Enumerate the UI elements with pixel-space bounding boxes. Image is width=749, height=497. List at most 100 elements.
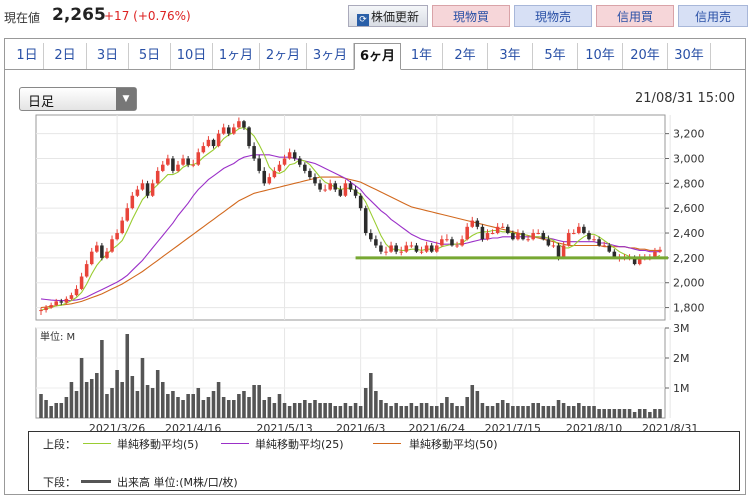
volume-bar (495, 403, 500, 418)
candle-body (150, 183, 155, 196)
volume-bar (292, 403, 297, 418)
candle-body (252, 146, 256, 159)
candle-body (59, 301, 64, 303)
cash-buy-button[interactable]: 現物買 (432, 5, 510, 27)
legend-ma25: 単純移動平均(25) (255, 438, 344, 451)
cash-sell-button[interactable]: 現物売 (514, 5, 592, 27)
candle-body (521, 233, 525, 240)
volume-bar (155, 370, 160, 418)
tab-11[interactable]: 3年 (488, 43, 533, 69)
volume-panel (35, 327, 666, 419)
candle-body (475, 220, 480, 227)
tab-4[interactable]: 10日 (171, 43, 213, 69)
volume-bar (592, 406, 596, 418)
volume-bar (587, 406, 591, 418)
chart-datetime: 21/08/31 15:00 (635, 91, 735, 106)
volume-bar (363, 388, 368, 418)
tab-3[interactable]: 5日 (129, 43, 171, 69)
tab-2[interactable]: 3日 (87, 43, 129, 69)
tab-15[interactable]: 30年 (668, 43, 711, 69)
volume-bar (617, 409, 622, 418)
tab-14[interactable]: 20年 (623, 43, 668, 69)
tab-1[interactable]: 2日 (44, 43, 87, 69)
candle-body (74, 288, 79, 296)
tab-9[interactable]: 1年 (401, 43, 443, 69)
candle-body (221, 127, 226, 134)
legend-volume-swatch (81, 480, 111, 483)
volume-bar (419, 403, 424, 418)
volume-bar (637, 409, 642, 418)
volume-bar (506, 403, 510, 418)
volume-bar (232, 400, 236, 418)
price-label: 現在値 (4, 11, 41, 25)
tab-13[interactable]: 10年 (578, 43, 623, 69)
tab-0[interactable]: 1日 (11, 43, 44, 69)
candle-body (135, 189, 140, 196)
legend-ma5-swatch (83, 443, 111, 444)
candle-body (95, 245, 99, 252)
tab-10[interactable]: 2年 (443, 43, 488, 69)
tab-7[interactable]: 3ヶ月 (307, 43, 354, 69)
volume-bar (343, 403, 348, 418)
margin-buy-button[interactable]: 信用買 (596, 5, 674, 27)
volume-bar (643, 409, 647, 418)
candle-body (343, 183, 348, 196)
tab-5[interactable]: 1ヶ月 (213, 43, 260, 69)
volume-bar (74, 391, 79, 418)
tab-12[interactable]: 5年 (533, 43, 578, 69)
chart-legend: 上段： 単純移動平均(5) 単純移動平均(25) 単純移動平均(50) 下段： … (28, 431, 740, 491)
period-select[interactable]: 日足 ▼ (19, 87, 137, 111)
candle-body (541, 233, 546, 240)
candle-body (69, 295, 74, 299)
volume-bar (176, 397, 180, 418)
candle-body (536, 233, 541, 235)
volume-bar (54, 403, 58, 418)
volume-bar (658, 409, 662, 418)
candle-body (404, 245, 409, 252)
volume-bar (140, 358, 145, 418)
candle-body (196, 152, 201, 165)
legend-ma50: 単純移動平均(50) (409, 438, 498, 451)
volume-bar (338, 406, 343, 418)
volume-bar (424, 403, 429, 418)
candle-body (450, 239, 454, 246)
candle-body (653, 251, 657, 258)
volume-bar (262, 400, 267, 418)
candle-body (155, 170, 160, 184)
price-tick-label: 2,000 (673, 277, 705, 290)
volume-bar (110, 388, 114, 418)
volume-bar (49, 406, 53, 418)
volume-bar (434, 406, 439, 418)
candle-body (262, 170, 267, 184)
candle-body (531, 233, 535, 240)
volume-bar (475, 391, 480, 418)
candle-body (328, 183, 332, 190)
candle-body (120, 220, 124, 234)
refresh-price-button[interactable]: ⟳ 株価更新 (348, 5, 428, 27)
legend-volume: 出来高 単位:(M株/口/枚) (117, 476, 238, 489)
volume-bar (130, 376, 135, 418)
volume-bar (561, 403, 566, 418)
candle-body (333, 183, 338, 190)
volume-bar (602, 409, 606, 418)
tab-8[interactable]: 6ヶ月 (354, 43, 401, 70)
candle-body (460, 239, 464, 246)
volume-bar (191, 394, 195, 418)
candle-body (566, 233, 571, 246)
candle-body (348, 183, 353, 190)
margin-sell-button[interactable]: 信用売 (678, 5, 748, 27)
candle-body (282, 158, 287, 165)
volume-bar (348, 406, 353, 418)
volume-bar (79, 358, 84, 418)
tab-6[interactable]: 2ヶ月 (260, 43, 307, 69)
candle-body (79, 276, 84, 289)
candle-body (490, 233, 495, 235)
volume-bar (531, 403, 535, 418)
volume-bar (460, 406, 464, 418)
volume-bar (379, 400, 383, 418)
volume-bar (516, 406, 520, 418)
volume-bar (648, 412, 652, 418)
volume-bar (303, 400, 307, 418)
candle-body (242, 121, 246, 128)
volume-bar (267, 397, 272, 418)
